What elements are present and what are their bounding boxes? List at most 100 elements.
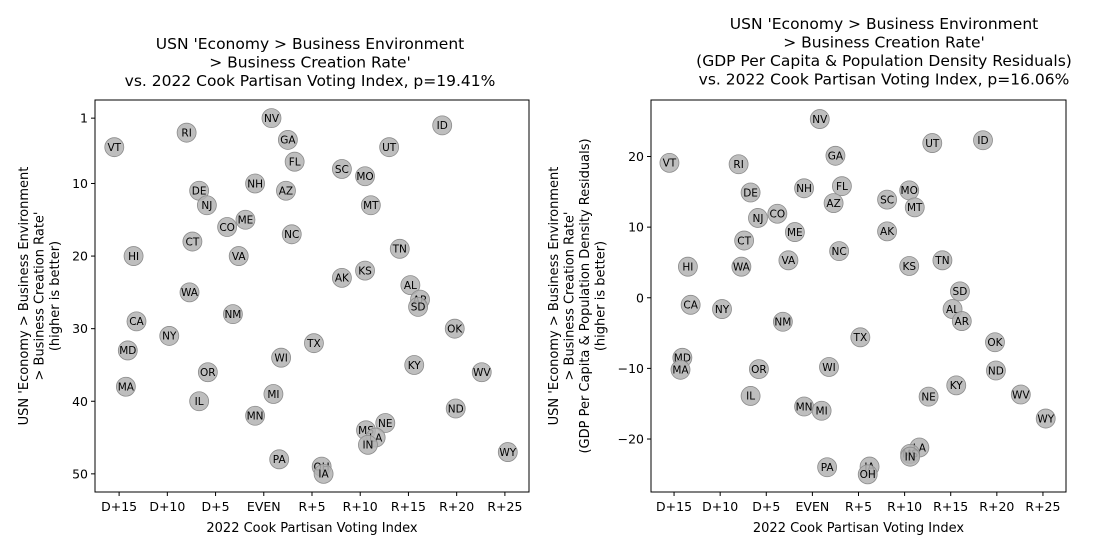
point-label: MI xyxy=(267,389,279,401)
point-marker xyxy=(809,109,830,129)
x-tick-label: R+10 xyxy=(343,499,378,514)
data-point-hi: HI xyxy=(677,256,698,277)
point-marker xyxy=(819,357,839,377)
data-point-al: AL xyxy=(400,275,421,296)
data-point-ar: AR xyxy=(951,311,972,331)
point-marker xyxy=(811,400,832,421)
data-point-ks: KS xyxy=(355,260,375,281)
point-label: TN xyxy=(392,244,407,256)
point-label: MO xyxy=(356,171,373,183)
point-label: PA xyxy=(821,462,835,474)
point-marker xyxy=(197,362,218,383)
data-point-de: DE xyxy=(189,180,210,201)
x-tick-label: D+5 xyxy=(202,499,230,514)
data-point-az: AZ xyxy=(276,180,296,201)
point-marker xyxy=(261,108,282,129)
chart-title-line: USN 'Economy > Business Environment xyxy=(730,15,1038,33)
point-marker xyxy=(228,246,249,266)
point-marker xyxy=(284,151,305,172)
data-point-mn: MN xyxy=(245,405,265,426)
point-label: AL xyxy=(946,304,959,316)
data-point-id: ID xyxy=(973,130,993,151)
point-marker xyxy=(176,122,197,143)
point-label: UT xyxy=(382,142,397,154)
point-marker xyxy=(767,203,788,224)
y-axis-label-line: (GDP Per Capita & Population Density Res… xyxy=(578,138,593,453)
point-marker xyxy=(900,446,921,467)
point-label: OH xyxy=(860,469,876,481)
data-point-ak: AK xyxy=(877,221,897,242)
data-point-wv: WV xyxy=(1010,384,1031,405)
point-label: MA xyxy=(672,365,689,377)
data-point-ca: CA xyxy=(126,311,147,332)
x-tick-label: R+15 xyxy=(933,499,968,514)
y-tick-label: 20 xyxy=(72,249,88,264)
data-point-az: AZ xyxy=(823,193,844,214)
x-axis-label: 2022 Cook Partisan Voting Index xyxy=(753,521,965,536)
point-marker xyxy=(400,275,421,296)
data-point-ut: UT xyxy=(922,133,943,153)
point-marker xyxy=(922,133,943,153)
x-tick-label: R+5 xyxy=(298,499,325,514)
point-marker xyxy=(404,355,425,375)
data-point-ak: AK xyxy=(331,267,352,288)
point-marker xyxy=(712,299,732,319)
x-tick-label: R+20 xyxy=(439,499,474,514)
x-tick-label: D+5 xyxy=(752,499,780,514)
data-point-tn: TN xyxy=(932,250,953,271)
point-marker xyxy=(728,154,749,175)
point-marker xyxy=(313,463,334,484)
point-marker xyxy=(985,332,1005,353)
point-marker xyxy=(331,267,352,288)
point-label: NC xyxy=(832,246,847,258)
point-marker xyxy=(263,384,284,404)
point-marker xyxy=(126,311,147,332)
point-marker xyxy=(223,304,243,325)
point-marker xyxy=(677,256,698,277)
point-marker xyxy=(772,311,793,332)
data-point-wy: WY xyxy=(1035,408,1056,429)
point-marker xyxy=(269,449,290,470)
point-marker xyxy=(748,208,768,228)
data-point-in: IN xyxy=(900,446,921,467)
point-label: TX xyxy=(306,338,321,350)
data-point-me: ME xyxy=(235,209,256,230)
point-marker xyxy=(123,246,144,266)
point-label: MN xyxy=(247,411,264,423)
point-label: AR xyxy=(955,316,969,328)
point-label: NY xyxy=(715,304,730,316)
data-point-sd: SD xyxy=(950,281,970,302)
point-label: HI xyxy=(682,261,693,273)
point-label: OR xyxy=(751,364,767,376)
point-label: AL xyxy=(404,280,417,292)
point-marker xyxy=(950,281,970,302)
chart-title-line: (GDP Per Capita & Population Density Res… xyxy=(696,52,1072,70)
point-label: MA xyxy=(118,382,135,394)
point-marker xyxy=(432,115,453,136)
data-point-ri: RI xyxy=(176,122,197,143)
point-marker xyxy=(1010,384,1031,405)
point-marker xyxy=(189,391,210,412)
data-point-nc: NC xyxy=(829,241,850,262)
y-tick-label: 50 xyxy=(72,466,88,481)
point-label: CT xyxy=(186,236,200,248)
point-label: CT xyxy=(737,235,751,247)
data-point-nj: NJ xyxy=(196,195,217,216)
scatter-chart-left: USN 'Economy > Business Environment> Bus… xyxy=(17,35,530,536)
point-marker xyxy=(245,405,265,426)
point-label: WY xyxy=(1037,413,1054,425)
data-point-ma: MA xyxy=(115,376,136,397)
point-label: UT xyxy=(925,138,940,150)
point-marker xyxy=(182,231,203,252)
point-marker xyxy=(831,176,852,197)
point-marker xyxy=(355,260,375,281)
point-label: FL xyxy=(836,181,848,193)
point-marker xyxy=(379,137,400,158)
x-tick-label: EVEN xyxy=(796,499,830,514)
point-label: AZ xyxy=(279,186,293,198)
point-marker xyxy=(731,256,752,277)
data-point-wy: WY xyxy=(497,442,518,462)
point-marker xyxy=(946,375,967,396)
data-point-nd: ND xyxy=(445,398,466,419)
point-marker xyxy=(408,296,428,317)
